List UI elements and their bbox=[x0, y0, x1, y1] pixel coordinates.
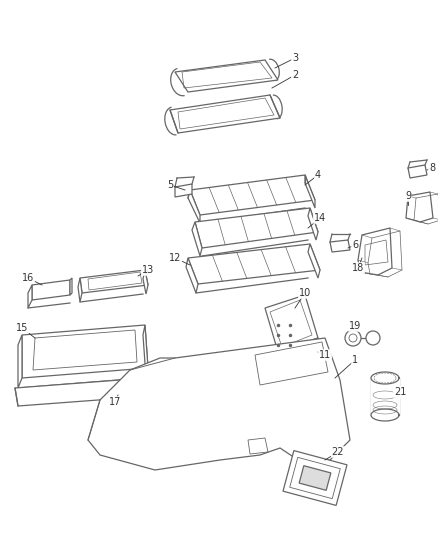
Text: 3: 3 bbox=[292, 53, 298, 63]
Text: 13: 13 bbox=[142, 265, 154, 275]
Text: 17: 17 bbox=[109, 397, 121, 407]
Circle shape bbox=[345, 330, 361, 346]
Text: 5: 5 bbox=[167, 180, 173, 190]
Polygon shape bbox=[78, 278, 82, 302]
Polygon shape bbox=[192, 222, 202, 256]
Polygon shape bbox=[188, 244, 320, 284]
Polygon shape bbox=[408, 165, 427, 178]
Text: 11: 11 bbox=[319, 350, 331, 360]
Polygon shape bbox=[186, 258, 198, 293]
Polygon shape bbox=[15, 380, 125, 406]
Text: 1: 1 bbox=[352, 355, 358, 365]
Polygon shape bbox=[175, 60, 278, 92]
Polygon shape bbox=[278, 338, 325, 374]
Text: 2: 2 bbox=[292, 70, 298, 80]
Text: 12: 12 bbox=[169, 253, 181, 263]
Polygon shape bbox=[188, 190, 200, 223]
Polygon shape bbox=[80, 270, 148, 293]
Circle shape bbox=[366, 331, 380, 345]
Polygon shape bbox=[190, 175, 315, 215]
Polygon shape bbox=[170, 95, 280, 133]
Polygon shape bbox=[22, 325, 148, 378]
Text: 8: 8 bbox=[429, 163, 435, 173]
Polygon shape bbox=[358, 228, 392, 275]
Polygon shape bbox=[308, 244, 320, 278]
Text: 16: 16 bbox=[22, 273, 34, 283]
Polygon shape bbox=[18, 335, 22, 388]
Text: 10: 10 bbox=[299, 288, 311, 298]
Polygon shape bbox=[88, 338, 350, 470]
Polygon shape bbox=[70, 278, 72, 295]
Text: 9: 9 bbox=[405, 191, 411, 201]
Polygon shape bbox=[32, 280, 70, 300]
Text: 14: 14 bbox=[314, 213, 326, 223]
Polygon shape bbox=[406, 192, 433, 222]
Polygon shape bbox=[299, 466, 331, 490]
Polygon shape bbox=[283, 450, 347, 505]
Text: 22: 22 bbox=[332, 447, 344, 457]
Text: 15: 15 bbox=[16, 323, 28, 333]
Polygon shape bbox=[305, 175, 315, 208]
Polygon shape bbox=[28, 285, 32, 308]
Polygon shape bbox=[195, 208, 318, 248]
Polygon shape bbox=[330, 240, 350, 252]
Polygon shape bbox=[175, 184, 192, 197]
Polygon shape bbox=[265, 295, 318, 352]
Text: 21: 21 bbox=[394, 387, 406, 397]
Polygon shape bbox=[143, 325, 148, 378]
Text: 4: 4 bbox=[315, 170, 321, 180]
Polygon shape bbox=[308, 208, 318, 240]
Text: 19: 19 bbox=[349, 321, 361, 331]
Text: 18: 18 bbox=[352, 263, 364, 273]
Text: 6: 6 bbox=[352, 240, 358, 250]
Polygon shape bbox=[143, 270, 148, 294]
